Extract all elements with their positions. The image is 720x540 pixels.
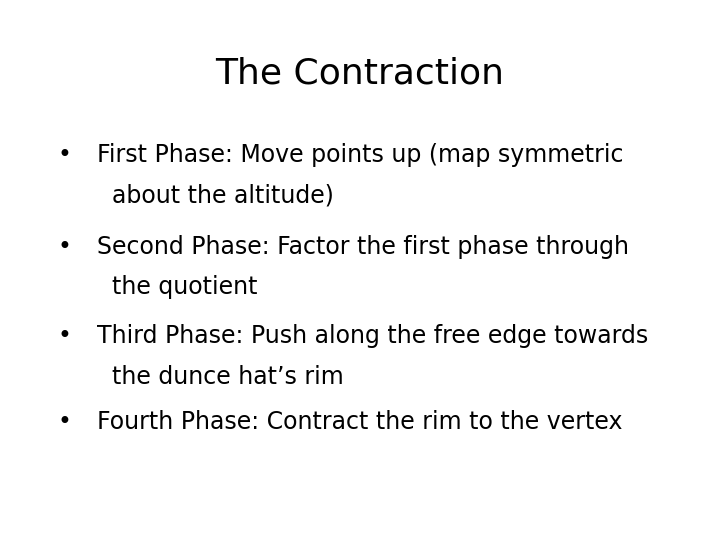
Text: Third Phase: Push along the free edge towards: Third Phase: Push along the free edge to… xyxy=(97,324,649,348)
Text: •: • xyxy=(58,410,72,434)
Text: Second Phase: Factor the first phase through: Second Phase: Factor the first phase thr… xyxy=(97,235,629,259)
Text: about the altitude): about the altitude) xyxy=(112,184,333,207)
Text: The Contraction: The Contraction xyxy=(215,57,505,91)
Text: Fourth Phase: Contract the rim to the vertex: Fourth Phase: Contract the rim to the ve… xyxy=(97,410,623,434)
Text: •: • xyxy=(58,143,72,167)
Text: First Phase: Move points up (map symmetric: First Phase: Move points up (map symmetr… xyxy=(97,143,624,167)
Text: •: • xyxy=(58,324,72,348)
Text: the dunce hat’s rim: the dunce hat’s rim xyxy=(112,364,343,388)
Text: the quotient: the quotient xyxy=(112,275,257,299)
Text: •: • xyxy=(58,235,72,259)
